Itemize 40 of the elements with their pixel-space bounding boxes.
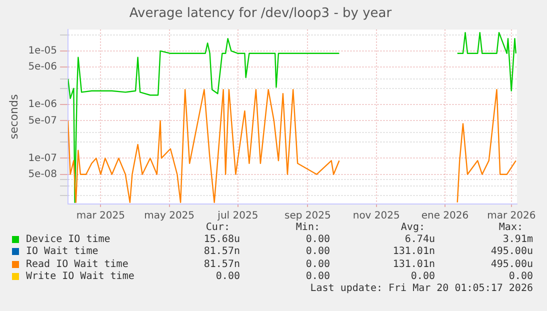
text: 0.00 [216,270,240,282]
x-tick-label: may 2025 [144,210,195,222]
legend-label: Device IO time [26,234,110,246]
text: 15.68u [204,234,240,246]
chart-title: Average latency for /dev/loop3 - by year [129,6,392,22]
legend-label: Read IO Wait time [26,258,128,270]
y-axis-title: seconds [7,94,20,140]
text: 6.74u [404,234,435,246]
text: 0.00 [306,270,330,282]
text: 0.00 [306,246,330,258]
y-tick-label: 5e-08 [28,168,58,180]
text: Cur: [206,222,230,233]
y-tick-label: 5e-07 [28,115,58,126]
text: 81.57n [204,258,240,270]
text: 81.57n [204,246,240,258]
text: 495.00u [490,258,533,270]
text: 131.01n [392,258,435,270]
text: 495.00u [490,246,533,258]
x-tick-label: mar 2026 [487,210,536,222]
text: 131.01n [392,246,435,258]
text: 3.91m [502,234,533,246]
x-tick-label: sep 2025 [284,210,331,222]
text: Last update: Fri Mar 20 01:05:17 2026 [310,282,533,294]
x-tick-label: ene 2026 [421,210,469,222]
y-tick-label: 1e-05 [28,46,58,57]
text: 0.00 [306,258,330,270]
text: Min: [296,222,320,233]
x-tick-label: nov 2025 [352,210,400,222]
legend-label: IO Wait time [26,246,98,258]
y-tick-label: 1e-06 [28,99,58,110]
text: Avg: [400,222,425,233]
text: 0.00 [306,234,330,246]
x-tick-label: jul 2025 [216,210,258,222]
legend-label: Write IO Wait time [26,270,134,282]
x-tick-label: mar 2025 [76,210,125,222]
text: 0.00 [508,270,533,282]
text: 0.00 [410,270,435,282]
text: Max: [498,222,523,233]
y-tick-label: 1e-07 [28,152,58,164]
y-tick-label: 5e-06 [28,62,58,73]
